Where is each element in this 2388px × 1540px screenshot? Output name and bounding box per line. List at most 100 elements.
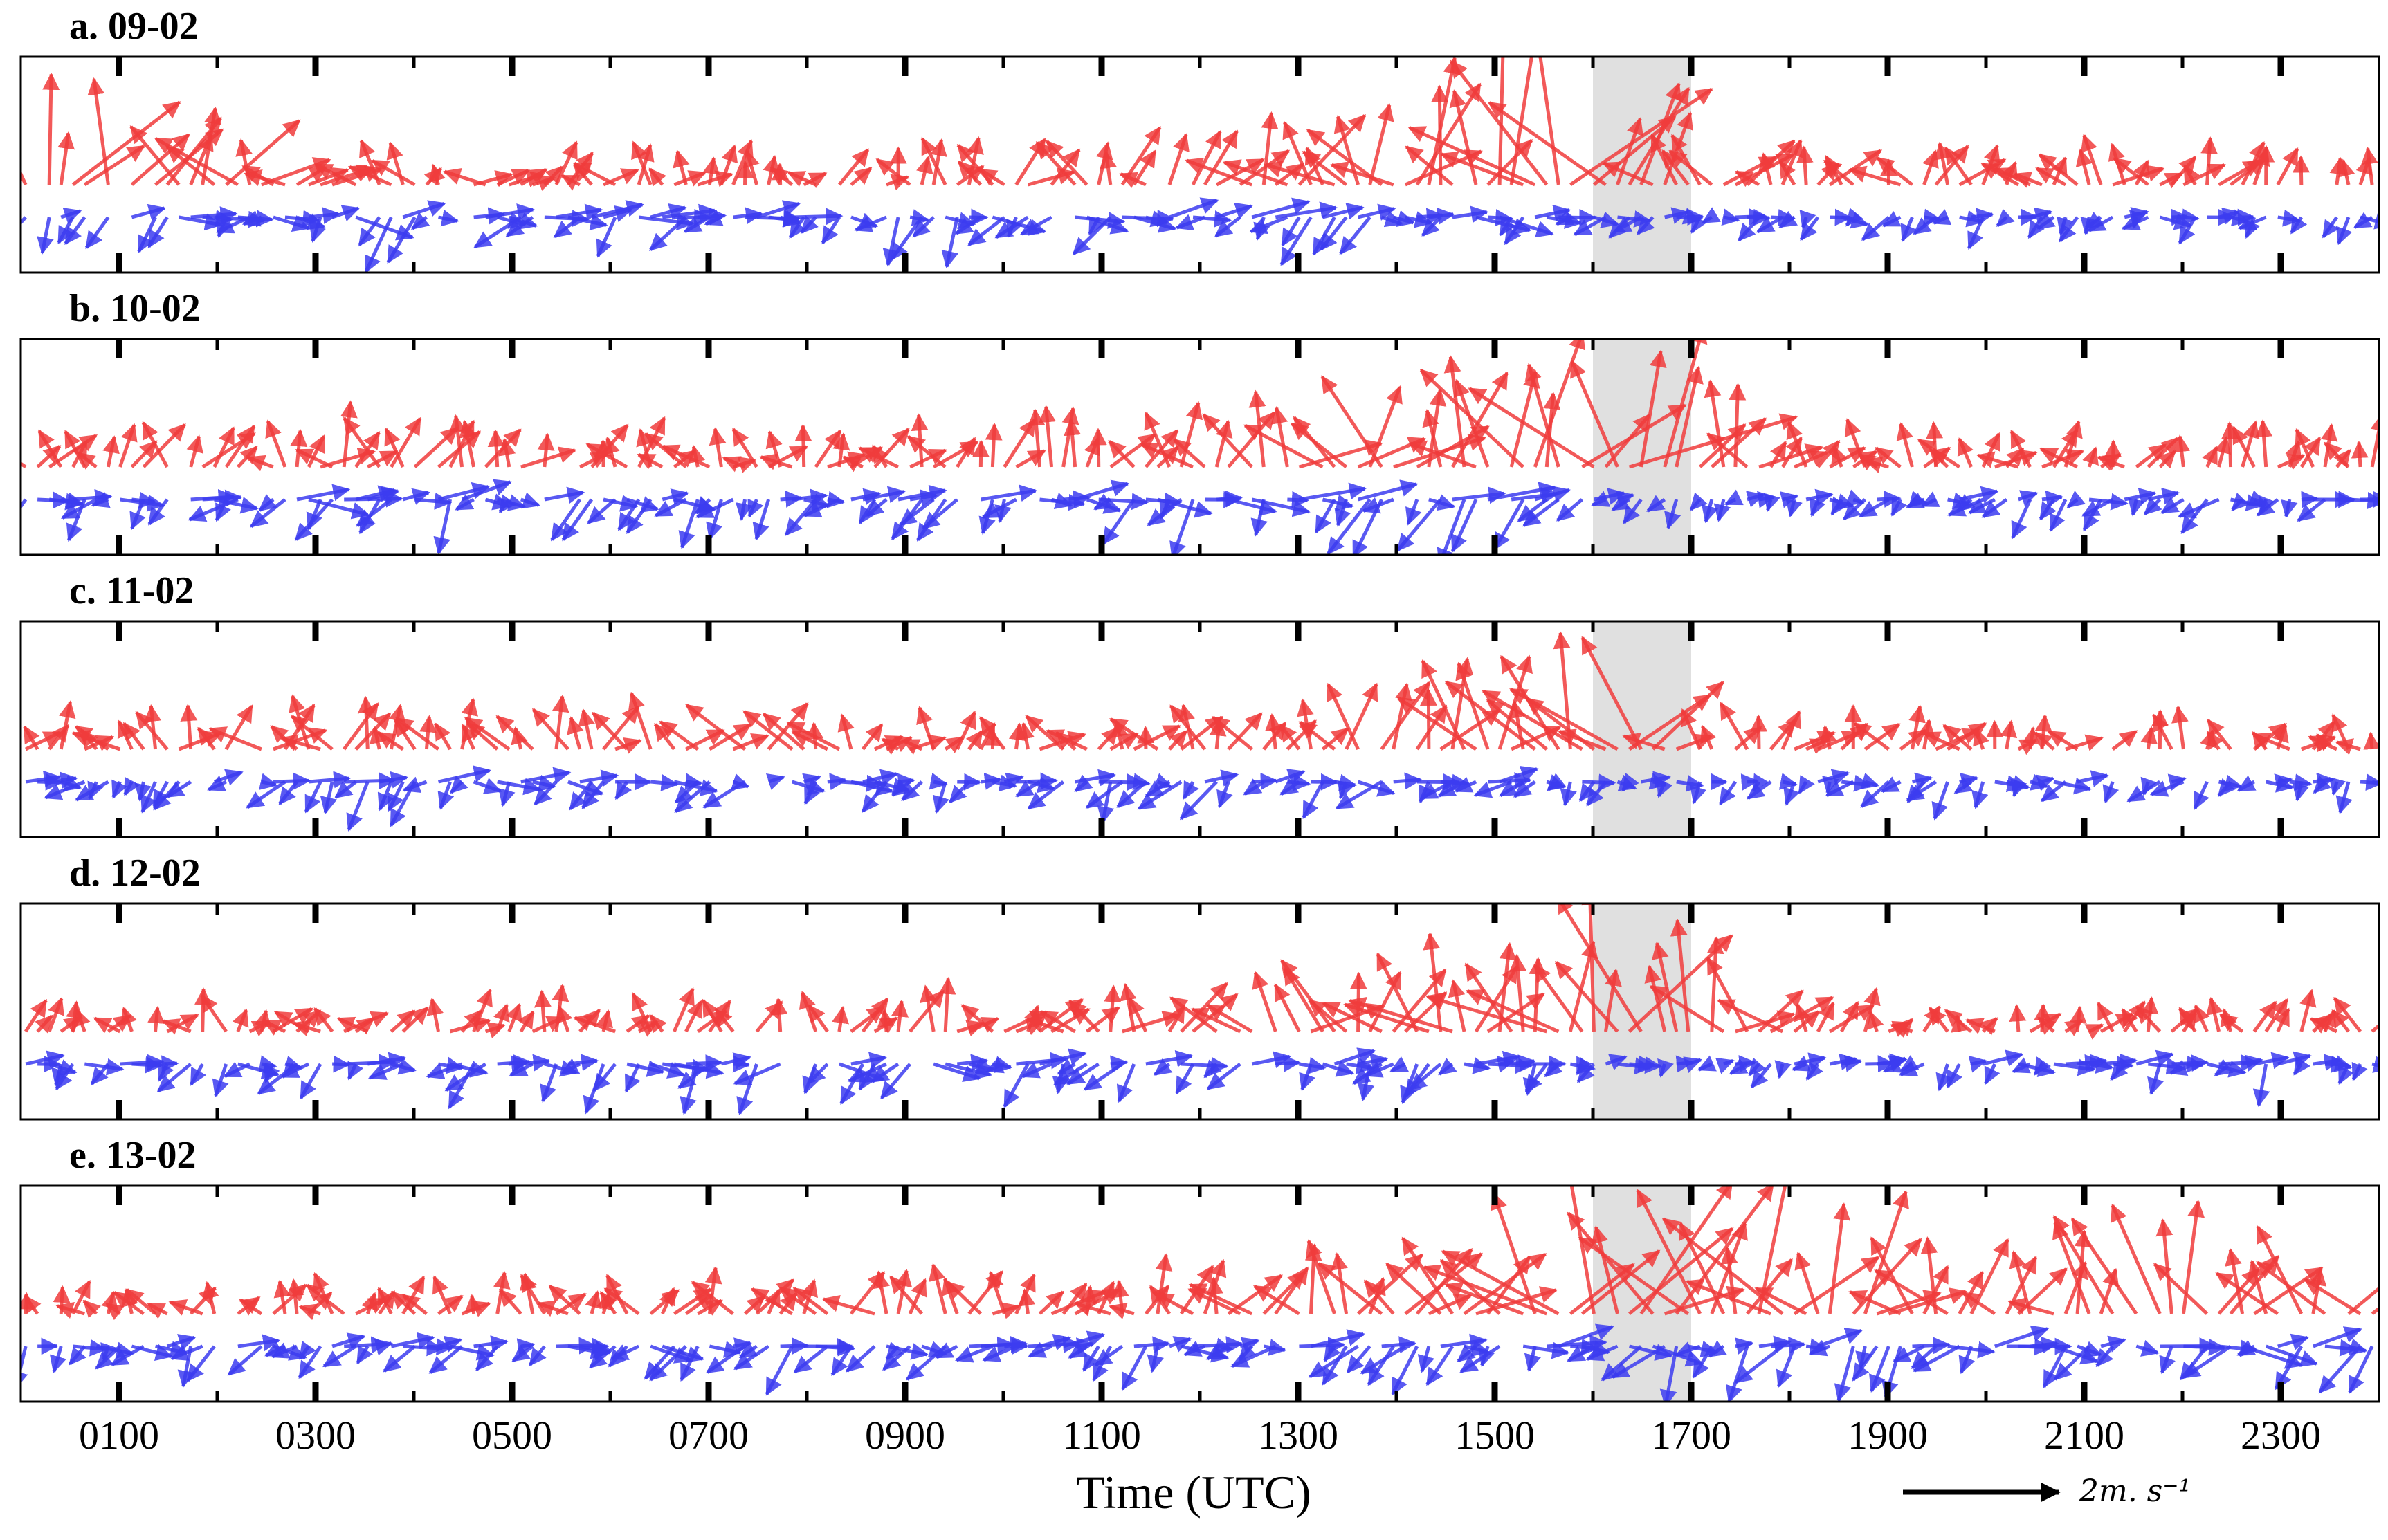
upper-wind-vector (759, 453, 793, 470)
lower-wind-vector (1085, 780, 1124, 809)
lower-wind-vector (1421, 216, 1442, 237)
lower-wind-vector (278, 780, 298, 805)
lower-wind-vector (1418, 781, 1434, 804)
upper-wind-vector (419, 715, 437, 750)
upper-wind-vector (1320, 375, 1383, 468)
upper-wind-vector (552, 694, 569, 750)
upper-wind-vector (1896, 422, 1914, 468)
upper-wind-vector (42, 72, 60, 185)
upper-wind-vector (520, 167, 548, 187)
lower-wind-vector (1738, 216, 1760, 242)
lower-wind-vector (800, 215, 819, 235)
lower-wind-vector (227, 1345, 263, 1376)
lower-wind-vector (2353, 212, 2373, 229)
lower-wind-vector (2042, 1345, 2068, 1388)
upper-wind-vector (71, 100, 181, 186)
upper-wind-vector (2252, 732, 2290, 751)
lower-wind-vector (1776, 1346, 1796, 1388)
lower-wind-vector (91, 491, 111, 508)
upper-wind-vector (161, 1018, 192, 1035)
lower-wind-vector (1239, 1337, 1260, 1354)
lower-wind-vector (579, 769, 619, 787)
lower-wind-vector (1003, 1063, 1030, 1108)
upper-wind-vector (837, 713, 855, 750)
lower-wind-vector (2159, 1346, 2176, 1375)
upper-wind-vector (1729, 383, 1747, 468)
upper-wind-vector (1408, 440, 1477, 469)
upper-wind-vector (2152, 713, 2173, 751)
lower-wind-vector (1880, 776, 1902, 793)
lower-wind-vector (1381, 1336, 1417, 1354)
upper-wind-vector (1831, 445, 1848, 468)
upper-wind-vector (1264, 161, 1336, 187)
lower-wind-vector (1920, 491, 1940, 508)
upper-wind-vector (1719, 702, 1749, 751)
lower-wind-vector (603, 495, 639, 512)
upper-wind-vector (73, 1008, 91, 1032)
lower-wind-vector (347, 1061, 364, 1081)
upper-wind-vector (1211, 715, 1253, 751)
lower-wind-vector (1357, 479, 1419, 502)
lower-wind-vector (1860, 772, 1879, 789)
upper-wind-vector (1486, 139, 1533, 186)
lower-wind-vector (364, 216, 393, 273)
upper-wind-vector (614, 737, 642, 754)
lower-wind-vector (202, 489, 243, 507)
lower-wind-vector (1785, 498, 1803, 518)
lower-wind-vector (273, 772, 311, 790)
upper-wind-vector (2308, 735, 2337, 751)
upper-wind-vector (1109, 732, 1139, 751)
lower-wind-vector (1358, 203, 1396, 221)
upper-wind-vector (83, 145, 145, 187)
upper-wind-vector (1330, 161, 1394, 187)
lower-wind-vector (90, 1063, 110, 1085)
upper-wind-vector (343, 416, 381, 468)
upper-wind-vector (906, 435, 947, 468)
lower-wind-vector (567, 1054, 599, 1072)
lower-wind-vector (529, 1345, 547, 1366)
scale-key-label: 2m. s⁻¹ (2079, 1474, 2191, 1509)
lower-wind-vector (2177, 497, 2220, 519)
lower-wind-vector (215, 498, 231, 522)
upper-wind-vector (930, 138, 947, 185)
lower-wind-vector (1021, 1062, 1052, 1079)
lower-wind-vector (1181, 1056, 1229, 1074)
upper-wind-vector (202, 1281, 219, 1314)
lower-wind-vector (677, 1063, 711, 1090)
lower-wind-vector (1175, 1063, 1195, 1095)
upper-wind-vector (916, 155, 933, 185)
lower-wind-vector (1362, 497, 1394, 514)
lower-wind-vector (1504, 216, 1525, 246)
lower-wind-vector (358, 216, 381, 247)
upper-wind-vector (1302, 150, 1348, 186)
upper-wind-vector (2370, 413, 2379, 468)
lower-wind-vector (1858, 497, 1890, 518)
lower-wind-vector (1911, 772, 1933, 790)
lower-wind-vector (1405, 499, 1422, 526)
upper-wind-vector (1227, 411, 1276, 468)
lower-wind-vector (2281, 499, 2298, 518)
upper-wind-vector (1290, 422, 1348, 468)
lower-wind-vector (237, 1334, 281, 1352)
upper-wind-vector (592, 711, 628, 751)
scale-key: 2m. s⁻¹ (1903, 1474, 2191, 1509)
lower-wind-vector (1794, 1052, 1827, 1070)
upper-wind-vector (2221, 421, 2239, 468)
lower-wind-vector (793, 1345, 829, 1374)
lower-wind-vector (498, 781, 516, 807)
lower-wind-vector (190, 1063, 207, 1086)
upper-wind-vector (2241, 420, 2260, 468)
upper-wind-vector (2140, 726, 2158, 750)
upper-wind-vector (1407, 126, 1536, 187)
upper-wind-vector (280, 734, 321, 751)
upper-wind-vector (1453, 378, 1490, 468)
upper-wind-vector (603, 1287, 640, 1316)
lower-wind-vector (1147, 1346, 1165, 1373)
lower-wind-vector (212, 1063, 229, 1098)
upper-wind-vector (861, 723, 884, 751)
upper-wind-vector (808, 1004, 829, 1033)
upper-wind-vector (2329, 156, 2347, 185)
upper-wind-vector (495, 715, 534, 751)
lower-wind-vector (2095, 1345, 2115, 1368)
